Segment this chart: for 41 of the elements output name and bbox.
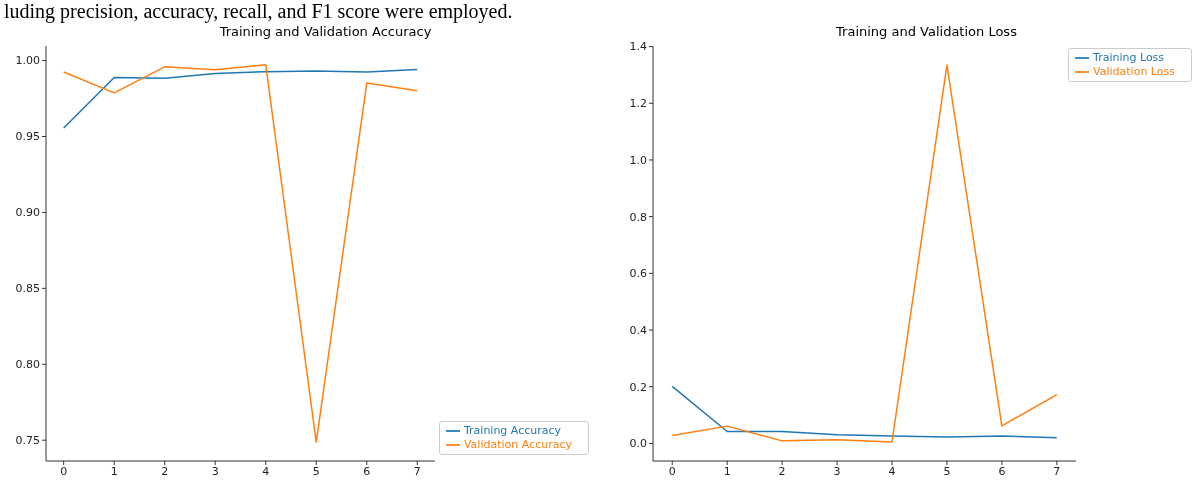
x-tick-label: 0 xyxy=(668,464,676,478)
chart-title: Training and Validation Accuracy xyxy=(218,24,433,40)
x-tick-label: 0 xyxy=(60,464,68,478)
y-tick-label: 0.6 xyxy=(629,267,647,281)
x-tick-label: 1 xyxy=(110,464,118,478)
y-tick-label: 0.80 xyxy=(15,358,40,372)
legend-label: Validation Loss xyxy=(1093,65,1175,78)
line-series xyxy=(62,68,419,129)
x-tick-label: 3 xyxy=(211,464,219,478)
chart-title: Training and Validation Loss xyxy=(835,24,1018,40)
y-tick-label: 0.2 xyxy=(629,380,647,394)
x-tick-label: 5 xyxy=(943,464,951,478)
x-tick-label: 4 xyxy=(262,464,270,478)
y-tick-label: 1.0 xyxy=(629,153,647,167)
x-tick-label: 2 xyxy=(161,464,169,478)
y-tick-label: 0.85 xyxy=(15,282,40,296)
y-tick-label: 0.8 xyxy=(629,210,647,224)
line-series xyxy=(671,64,1058,443)
text: luding precision, accuracy, recall, and F1 score were employed. xyxy=(3,0,514,24)
y-tick-label: 0.0 xyxy=(629,437,647,451)
legend-label: Training Accuracy xyxy=(463,424,562,437)
legend-label: Training Loss xyxy=(1093,51,1165,64)
x-tick-label: 6 xyxy=(363,464,371,478)
y-tick-label: 1.2 xyxy=(629,97,647,111)
line-series xyxy=(671,385,1058,439)
x-tick-label: 6 xyxy=(998,464,1006,478)
legend-label: Validation Accuracy xyxy=(463,438,572,451)
x-tick-label: 2 xyxy=(778,464,786,478)
y-tick-label: 0.95 xyxy=(15,130,40,144)
y-tick-label: 0.75 xyxy=(15,434,40,448)
x-tick-label: 1 xyxy=(723,464,731,478)
line-series xyxy=(62,64,419,443)
y-tick-label: 1.00 xyxy=(15,54,40,68)
x-tick-label: 7 xyxy=(1053,464,1061,478)
x-tick-label: 7 xyxy=(413,464,421,478)
y-tick-label: 0.4 xyxy=(629,323,647,337)
x-tick-label: 3 xyxy=(833,464,841,478)
y-tick-label: 0.90 xyxy=(15,206,40,220)
x-tick-label: 4 xyxy=(888,464,896,478)
y-tick-label: 1.4 xyxy=(629,40,647,54)
x-tick-label: 5 xyxy=(312,464,320,478)
